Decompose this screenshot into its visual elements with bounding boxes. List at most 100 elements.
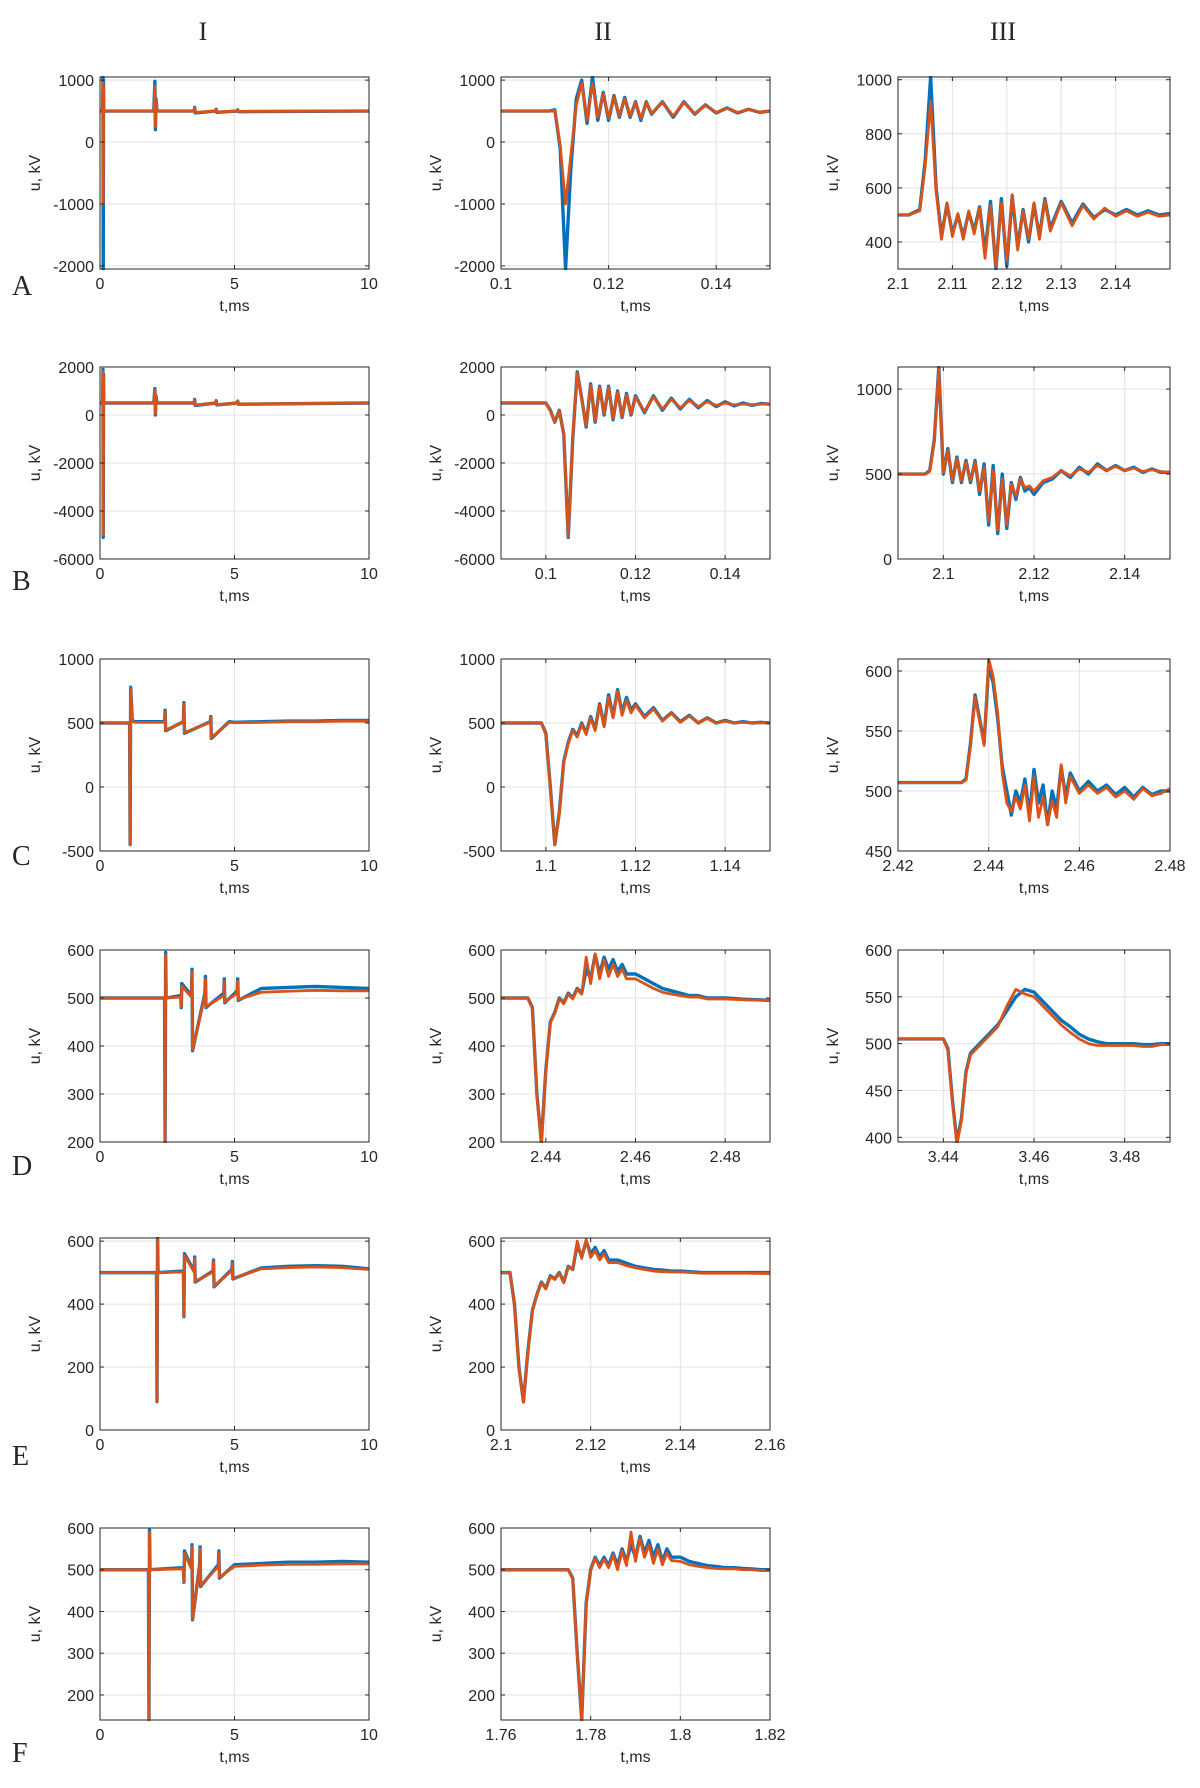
y-axis-label: u, kV bbox=[27, 1027, 44, 1064]
y-tick-label: 200 bbox=[67, 1135, 94, 1152]
y-axis-label: u, kV bbox=[428, 1315, 445, 1352]
series-line-red bbox=[898, 658, 1170, 826]
y-axis-label: u, kV bbox=[27, 1605, 44, 1642]
x-tick-label: 0.14 bbox=[710, 566, 741, 583]
y-tick-label: 600 bbox=[67, 1521, 94, 1538]
x-tick-label: 2.44 bbox=[530, 1149, 561, 1166]
chart-F-II: 1.76 1.78 1.8 1.82 200 300 400 500 600 t,ms u, kV bbox=[428, 1521, 786, 1766]
y-tick-label: 500 bbox=[67, 1563, 94, 1580]
y-axis-label: u, kV bbox=[27, 736, 44, 773]
series-line-red bbox=[501, 689, 770, 846]
y-tick-label: -2000 bbox=[53, 259, 94, 276]
x-tick-label: 2.14 bbox=[1100, 276, 1131, 293]
y-tick-label: 300 bbox=[468, 1646, 495, 1663]
x-axis-label: t,ms bbox=[620, 1749, 650, 1766]
x-tick-label: 3.44 bbox=[928, 1149, 959, 1166]
x-tick-label: 0 bbox=[96, 1149, 105, 1166]
x-tick-label: 10 bbox=[360, 566, 378, 583]
series-line-red bbox=[898, 99, 1170, 268]
x-tick-label: 10 bbox=[360, 1437, 378, 1454]
y-tick-label: 600 bbox=[67, 943, 94, 960]
y-tick-label: 0 bbox=[486, 408, 495, 425]
series-line-red bbox=[501, 1530, 770, 1721]
y-tick-label: 400 bbox=[468, 1039, 495, 1056]
x-axis-label: t,ms bbox=[1019, 298, 1049, 315]
y-tick-label: -2000 bbox=[454, 259, 495, 276]
y-tick-label: 600 bbox=[865, 943, 892, 960]
chart-C-II: 1.1 1.12 1.14 -500 0 500 1000 t,ms u, kV bbox=[428, 652, 771, 897]
y-tick-label: 500 bbox=[67, 991, 94, 1008]
series-line-red bbox=[501, 81, 770, 206]
x-tick-label: 1.12 bbox=[620, 858, 651, 875]
x-tick-label: 2.12 bbox=[1018, 566, 1049, 583]
series-line-red bbox=[501, 952, 770, 1143]
y-tick-label: 400 bbox=[67, 1039, 94, 1056]
y-tick-label: 200 bbox=[67, 1360, 94, 1377]
y-tick-label: -4000 bbox=[454, 504, 495, 521]
x-axis-label: t,ms bbox=[620, 588, 650, 605]
y-tick-label: 1000 bbox=[58, 73, 94, 90]
plot-frame bbox=[500, 76, 771, 270]
x-tick-label: 0 bbox=[96, 276, 105, 293]
row-label-F: F bbox=[12, 1738, 28, 1769]
y-tick-label: 400 bbox=[468, 1297, 495, 1314]
y-tick-label: -500 bbox=[463, 844, 495, 861]
x-tick-label: 1.82 bbox=[754, 1727, 785, 1744]
x-axis-label: t,ms bbox=[1019, 588, 1049, 605]
y-tick-label: 500 bbox=[865, 784, 892, 801]
y-tick-label: -500 bbox=[62, 844, 94, 861]
x-tick-label: 0.12 bbox=[593, 276, 624, 293]
x-tick-label: 2.1 bbox=[932, 566, 954, 583]
x-axis-label: t,ms bbox=[219, 1171, 249, 1188]
y-axis-label: u, kV bbox=[27, 154, 44, 191]
x-tick-label: 0.1 bbox=[535, 566, 557, 583]
x-tick-label: 2.1 bbox=[490, 1437, 512, 1454]
chart-B-III: 2.1 2.12 2.14 0 500 1000 t,ms u, kV bbox=[825, 366, 1171, 605]
chart-A-II: 0.1 0.12 0.14 -2000 -1000 0 1000 t,ms u, kV bbox=[428, 73, 771, 315]
row-label-E: E bbox=[12, 1441, 29, 1472]
y-tick-label: 0 bbox=[85, 135, 94, 152]
y-tick-label: 300 bbox=[468, 1087, 495, 1104]
x-tick-label: 0.12 bbox=[620, 566, 651, 583]
y-tick-label: 2000 bbox=[459, 360, 495, 377]
y-tick-label: 600 bbox=[865, 664, 892, 681]
y-tick-label: 600 bbox=[468, 1234, 495, 1251]
series-line-red bbox=[898, 367, 1170, 532]
y-tick-label: -1000 bbox=[454, 197, 495, 214]
column-header-III: III bbox=[990, 17, 1016, 46]
y-tick-label: 400 bbox=[67, 1297, 94, 1314]
x-axis-label: t,ms bbox=[219, 1459, 249, 1476]
plot-frame bbox=[897, 76, 1171, 270]
row-label-D: D bbox=[12, 1151, 32, 1182]
y-axis-label: u, kV bbox=[825, 154, 842, 191]
x-tick-label: 10 bbox=[360, 276, 378, 293]
y-axis-label: u, kV bbox=[428, 736, 445, 773]
y-tick-label: 450 bbox=[865, 844, 892, 861]
x-tick-label: 5 bbox=[230, 566, 239, 583]
chart-D-III: 3.44 3.46 3.48 400 450 500 550 600 t,ms u, kV bbox=[825, 943, 1171, 1188]
x-tick-label: 2.13 bbox=[1046, 276, 1077, 293]
y-tick-label: 0 bbox=[486, 1423, 495, 1440]
y-tick-label: 600 bbox=[468, 1521, 495, 1538]
y-tick-label: 500 bbox=[865, 467, 892, 484]
x-axis-label: t,ms bbox=[620, 1171, 650, 1188]
x-tick-label: 1.1 bbox=[535, 858, 557, 875]
y-tick-label: 400 bbox=[865, 1130, 892, 1147]
x-tick-label: 2.14 bbox=[665, 1437, 696, 1454]
y-tick-label: 600 bbox=[468, 943, 495, 960]
x-tick-label: 10 bbox=[360, 858, 378, 875]
x-tick-label: 2.12 bbox=[575, 1437, 606, 1454]
y-tick-label: 550 bbox=[865, 990, 892, 1007]
chart-F-I: 0 5 10 200 300 400 500 600 t,ms u, kV bbox=[27, 1521, 378, 1766]
x-tick-label: 5 bbox=[230, 1149, 239, 1166]
plot-area bbox=[898, 77, 1170, 269]
y-axis-label: u, kV bbox=[825, 1027, 842, 1064]
row-label-B: B bbox=[12, 566, 31, 597]
y-tick-label: 200 bbox=[468, 1688, 495, 1705]
x-tick-label: 2.46 bbox=[620, 1149, 651, 1166]
y-axis-label: u, kV bbox=[428, 444, 445, 481]
x-axis-label: t,ms bbox=[620, 1459, 650, 1476]
x-tick-label: 0.1 bbox=[490, 276, 512, 293]
x-tick-label: 1.8 bbox=[669, 1727, 691, 1744]
y-tick-label: 0 bbox=[486, 135, 495, 152]
